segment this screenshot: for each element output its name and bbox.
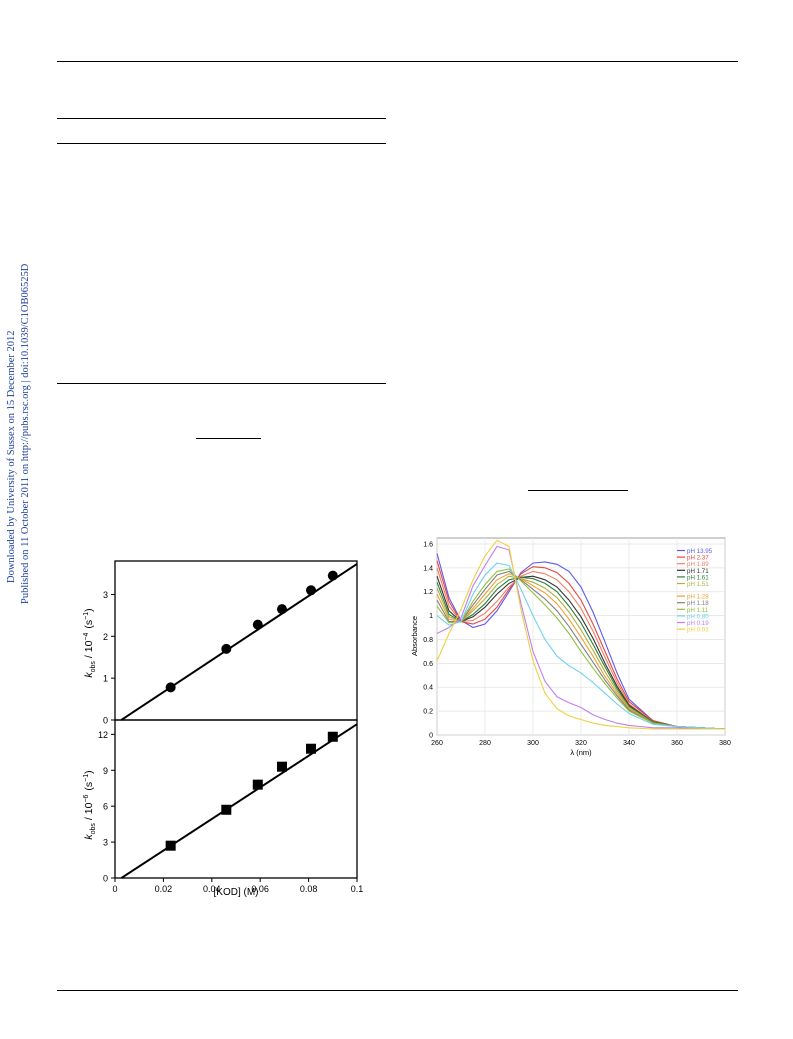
legend-label: pH 0.80 — [687, 613, 709, 620]
table-top-rule — [57, 118, 386, 119]
x-tick-label: 260 — [431, 740, 443, 747]
y-tick-label: 12 — [98, 730, 108, 740]
bottom-xlabel: [KOD] (M) — [214, 887, 259, 898]
legend-label: pH 13.95 — [687, 548, 713, 555]
x-tick-label: 0.08 — [300, 884, 318, 894]
data-point — [165, 840, 176, 851]
top-panel-frame — [114, 560, 358, 721]
x-tick-label: 0.02 — [155, 884, 173, 894]
y-tick-label: 1 — [103, 674, 108, 684]
y-tick-label: 1.6 — [423, 541, 433, 548]
legend-label: pH 0.19 — [687, 620, 709, 627]
y-tick-label: 2 — [103, 632, 108, 642]
spectra-ylabel: Absorbance — [410, 616, 419, 656]
y-tick-label: 1.2 — [423, 589, 433, 596]
x-tick-label: 0 — [112, 884, 117, 894]
legend-label: pH 1.51 — [687, 581, 709, 588]
legend-label: pH 1.89 — [687, 561, 709, 568]
spectra-xlabel: λ (nm) — [570, 748, 592, 757]
data-point — [221, 643, 232, 654]
top-ylabel: kobs/ 10−4(s−1) — [83, 608, 97, 677]
data-point — [221, 804, 232, 815]
data-point — [306, 743, 317, 754]
y-tick-label: 3 — [103, 590, 108, 600]
table-header-rule — [57, 143, 386, 144]
legend-label: pH 1.61 — [687, 574, 709, 581]
spectrum-series — [436, 576, 726, 730]
x-tick-label: 320 — [575, 740, 587, 747]
data-point — [276, 761, 287, 772]
data-point — [165, 682, 176, 693]
footer-rule — [57, 990, 738, 991]
x-tick-label: 0.04 — [203, 884, 221, 894]
x-tick-label: 380 — [719, 740, 731, 747]
spectrum-series — [436, 568, 726, 730]
spectrum-series — [436, 545, 725, 730]
spectrum-series — [436, 553, 726, 730]
data-point — [306, 585, 317, 596]
y-tick-label: 0 — [429, 733, 433, 740]
bottom-ylabel: kobs/ 10−6(s−1) — [83, 770, 97, 839]
data-point — [327, 731, 338, 742]
table-bottom-rule — [57, 383, 386, 384]
x-tick-label: 0.1 — [351, 884, 364, 894]
y-tick-label: 0 — [103, 716, 108, 726]
spectrum-series — [436, 560, 726, 730]
spectra-figure: 260 280 300 320 340 360 380 0 0.2 0.4 0.6 0.8 1 1.2 1.… — [410, 537, 731, 757]
header-rule — [57, 61, 738, 62]
y-tick-label: 1 — [429, 613, 433, 620]
x-tick-label: 280 — [479, 740, 491, 747]
legend-label: pH 0.03 — [687, 627, 709, 634]
legend-label: pH 1.18 — [687, 600, 709, 607]
data-point — [252, 779, 263, 790]
side-watermark: Downloaded by University of Sussex on 15… — [2, 0, 42, 620]
y-tick-label: 0.6 — [423, 661, 433, 668]
x-tick-label: 340 — [623, 740, 635, 747]
y-tick-label: 1.4 — [423, 565, 433, 572]
x-tick-label: 0.06 — [251, 884, 269, 894]
data-point — [276, 604, 287, 615]
y-tick-label: 9 — [103, 766, 108, 776]
bottom-fit-line — [120, 723, 358, 879]
y-tick-label: 3 — [103, 838, 108, 848]
y-tick-label: 0.8 — [423, 637, 433, 644]
side-note-published: Published on 11 October 2011 on http://p… — [20, 263, 31, 604]
scheme-rule-left — [196, 438, 261, 439]
side-note-download: Downloaded by University of Sussex on 15… — [6, 330, 17, 583]
bottom-panel: 0 3 6 9 12 0 0.02 0.04 0.06 0.08 0.1 kobs/ 10−6(s… — [83, 719, 364, 898]
y-tick-label: 6 — [103, 802, 108, 812]
spectrum-series — [436, 562, 726, 730]
top-fit-line — [120, 563, 358, 721]
bottom-panel-frame — [114, 719, 358, 879]
legend-label: pH 1.28 — [687, 594, 709, 601]
y-tick-label: 0.4 — [423, 685, 433, 692]
y-tick-label: 0 — [103, 874, 108, 884]
data-point — [252, 619, 263, 630]
x-tick-label: 360 — [671, 740, 683, 747]
scheme-rule-right — [528, 490, 628, 491]
top-panel: 0 1 2 3 kobs/ 10−4(s−1) — [83, 560, 358, 726]
data-point — [327, 570, 338, 581]
legend-label: pH 2.37 — [687, 555, 709, 562]
legend-label: pH 1.71 — [687, 568, 709, 575]
y-tick-label: 0.2 — [423, 709, 433, 716]
x-tick-label: 300 — [527, 740, 539, 747]
legend-label: pH 1.11 — [687, 607, 709, 614]
spectrum-series — [436, 539, 725, 730]
